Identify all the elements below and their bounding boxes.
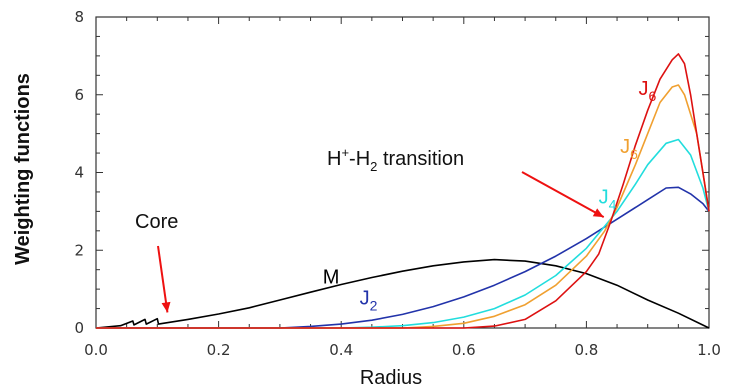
series-line-m-0 — [95, 258, 710, 329]
y-tick-label: 8 — [74, 8, 84, 26]
annotation-transition: H+-H2 transition — [327, 145, 464, 174]
plot-frame — [95, 16, 710, 329]
y-tick-label: 2 — [74, 241, 84, 259]
plot-curves — [95, 53, 710, 329]
curve-label-1: J2 — [360, 288, 378, 314]
series-line-j2-1 — [96, 186, 710, 329]
curve-label-3: J6 — [620, 136, 638, 162]
series-line-j6-3 — [96, 84, 710, 329]
x-axis-label: Radius — [360, 367, 422, 389]
y-tick-label: 4 — [74, 164, 84, 182]
curve-label-2: J4 — [599, 187, 617, 213]
y-tick-label: 0 — [74, 319, 84, 337]
annotation-core-arrow-head — [161, 301, 171, 313]
x-tick-label: 1.0 — [697, 341, 721, 359]
series-line-j6-4 — [96, 53, 710, 329]
curve-label-4: J6 — [639, 78, 657, 104]
y-tick-label: 6 — [74, 86, 84, 104]
x-tick-label: 0.2 — [207, 341, 231, 359]
x-tick-label: 0.0 — [84, 341, 108, 359]
annotation-core: Core — [135, 211, 178, 233]
x-tick-label: 0.4 — [329, 341, 353, 359]
curve-label-0: M — [323, 266, 340, 288]
x-tick-label: 0.8 — [574, 341, 598, 359]
annotation-transition-arrow — [521, 171, 605, 219]
annotation-transition-arrow-head — [592, 208, 604, 218]
series-line-j4-2 — [96, 138, 710, 329]
y-axis-label: Weighting functions — [12, 73, 34, 265]
x-tick-label: 0.6 — [452, 341, 476, 359]
annotation-core-arrow — [157, 245, 169, 313]
